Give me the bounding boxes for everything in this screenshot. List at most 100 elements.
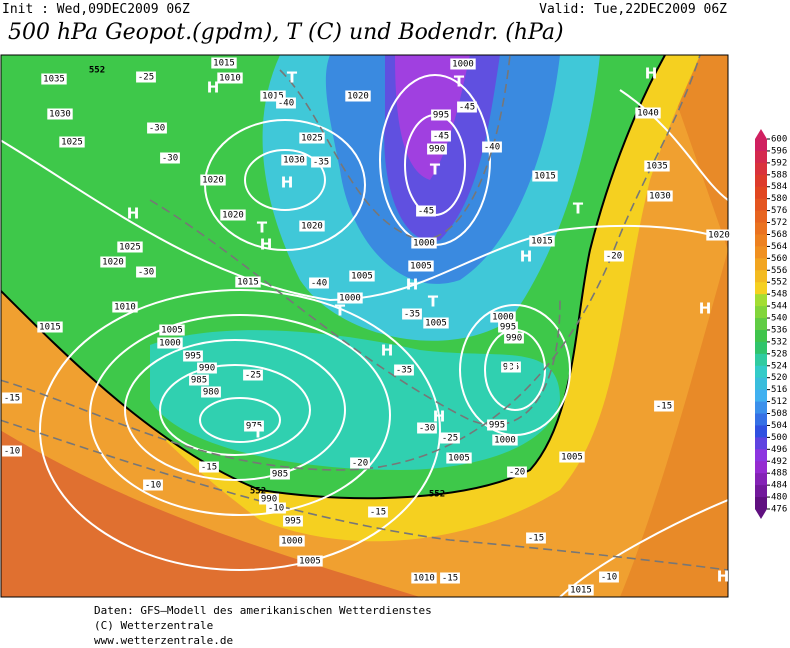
scale-cap — [755, 129, 767, 139]
isotherm — [149, 199, 561, 426]
temperature-label-box — [143, 479, 163, 491]
isobar-label-box — [220, 209, 246, 221]
isobar — [124, 339, 346, 481]
isobar-label: 1000 — [281, 537, 303, 547]
temperature-label: -15 — [528, 534, 544, 544]
height-label: 552 — [250, 487, 266, 497]
isobar-label-box — [644, 160, 670, 172]
isobar-label: 1020 — [347, 92, 369, 102]
temperature-label: -45 — [418, 207, 434, 217]
pressure-center: H — [260, 236, 273, 254]
temperature-label-box — [136, 71, 156, 83]
isobar-label-box — [157, 337, 183, 349]
isobar-label-box — [260, 90, 286, 102]
scale-label: 548 — [771, 290, 787, 300]
temperature-label: -30 — [419, 424, 435, 434]
scale-label: 516 — [771, 385, 787, 395]
scale-label: 540 — [771, 314, 787, 324]
isobar-label-box — [235, 276, 261, 288]
temperature-label-box — [482, 141, 502, 153]
pressure-center: H — [520, 248, 533, 266]
scale-label: 532 — [771, 337, 787, 347]
isobar-label: 1015 — [39, 323, 61, 333]
scale-label: 592 — [771, 158, 787, 168]
isotherm — [1, 419, 728, 571]
scale-label: 536 — [771, 325, 787, 335]
isobar-label: 1000 — [339, 294, 361, 304]
temperature-label: -15 — [442, 574, 458, 584]
scale-label: 488 — [771, 469, 787, 479]
isobar-label: 1000 — [494, 436, 516, 446]
scale-swatch — [755, 461, 767, 474]
isobar-label: 1000 — [452, 60, 474, 70]
valid-time: Valid: Tue,22DEC2009 06Z — [539, 2, 727, 17]
isobar-label: 990 — [429, 145, 445, 155]
isobar-label: 1020 — [301, 222, 323, 232]
isobar-label-box — [501, 361, 521, 373]
isobar-label-box — [112, 301, 138, 313]
isobar — [199, 397, 281, 443]
isobar-label-box — [299, 132, 325, 144]
temperature-label: -10 — [4, 447, 20, 457]
scale-label: 520 — [771, 373, 787, 383]
isobar — [89, 314, 391, 516]
temperature-label: -30 — [149, 124, 165, 134]
scale-cap — [755, 509, 767, 519]
isobar-label: 975 — [246, 422, 262, 432]
isobar-label: 1000 — [413, 239, 435, 249]
isobar-label: 1005 — [425, 319, 447, 329]
pressure-center: H — [207, 79, 220, 97]
temperature-label: -10 — [601, 573, 617, 583]
isobar-label-box — [211, 57, 237, 69]
isobar-label-box — [337, 292, 363, 304]
isobar — [1, 139, 728, 302]
scale-swatch — [755, 353, 767, 367]
isobar — [244, 149, 326, 211]
temperature-label: -15 — [201, 463, 217, 473]
scale-label: 524 — [771, 361, 787, 371]
isobar-label-box — [279, 535, 305, 547]
url: www.wetterzentrale.de — [94, 634, 233, 647]
scale-label: 556 — [771, 266, 787, 276]
scale-swatch — [755, 473, 767, 486]
scale-label: 492 — [771, 457, 787, 467]
copyright: (C) Wetterzentrale — [94, 619, 213, 632]
isobar-label-box — [100, 256, 126, 268]
isobar-label: 990 — [506, 334, 522, 344]
temperature-label-box — [599, 571, 619, 583]
isobar-label: 985 — [503, 363, 519, 373]
scale-label: 544 — [771, 302, 787, 312]
scale-swatch — [755, 413, 767, 426]
isobar-label-box — [159, 324, 185, 336]
pressure-center: T — [454, 73, 465, 91]
isobar-label: 1015 — [531, 237, 553, 247]
pressure-center: T — [428, 293, 439, 311]
scale-swatch — [755, 341, 767, 355]
pressure-center: H — [381, 342, 394, 360]
temperature-label: -15 — [656, 402, 672, 412]
temperature-label-box — [507, 466, 527, 478]
isobar-label-box — [647, 190, 673, 202]
temperature-label: -45 — [433, 132, 449, 142]
temperature-label: -40 — [311, 279, 327, 289]
temperature-label: -25 — [138, 73, 154, 83]
temperature-label: -40 — [278, 99, 294, 109]
temperature-label-box — [309, 277, 329, 289]
isobar-label-box — [270, 468, 290, 480]
scale-label: 572 — [771, 218, 787, 228]
isobar-label-box — [490, 311, 516, 323]
isobar-label-box — [41, 73, 67, 85]
isobar-label-box — [487, 419, 507, 431]
scale-label: 508 — [771, 409, 787, 419]
temperature-label: -25 — [442, 434, 458, 444]
scale-swatch — [755, 246, 767, 259]
isobar-label: 1030 — [283, 156, 305, 166]
scale-label: 480 — [771, 493, 787, 503]
temperature-label-box — [311, 156, 331, 168]
scale-swatch — [755, 174, 767, 188]
isobar-label: 990 — [199, 364, 215, 374]
pressure-center: T — [253, 424, 264, 442]
temperature-label: -35 — [404, 310, 420, 320]
temperature-label-box — [457, 101, 477, 113]
isobar-label-box — [408, 260, 434, 272]
